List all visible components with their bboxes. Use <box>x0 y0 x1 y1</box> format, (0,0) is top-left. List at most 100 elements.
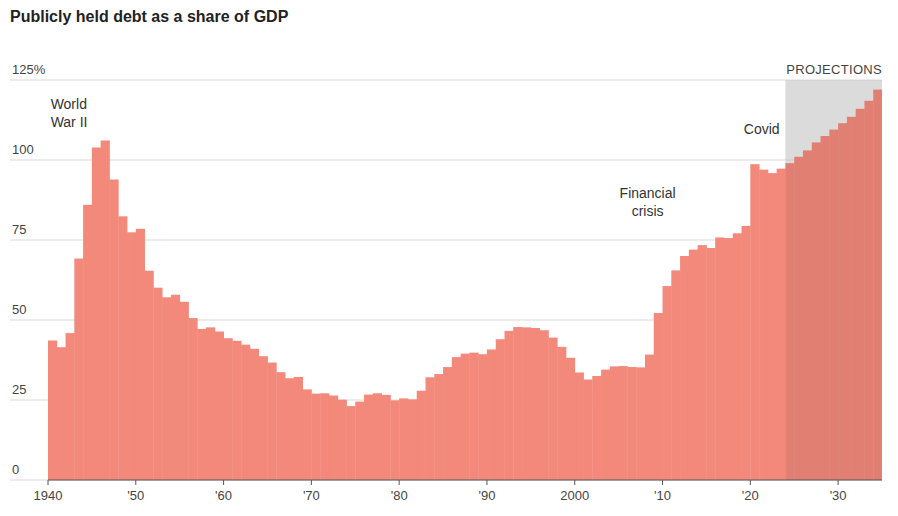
annotation-line: crisis <box>632 203 664 219</box>
y-tick-label: 0 <box>12 462 19 477</box>
bar <box>382 395 391 480</box>
x-tick-label: '80 <box>391 488 408 503</box>
projection-overlay <box>785 80 882 480</box>
x-tick-label: '90 <box>478 488 495 503</box>
x-tick-label: '60 <box>215 488 232 503</box>
bar <box>303 389 312 480</box>
bar <box>390 400 399 480</box>
bar <box>671 270 680 480</box>
bar <box>417 391 426 480</box>
bar <box>522 327 531 480</box>
bar <box>592 376 601 480</box>
y-tick-label: 50 <box>12 302 26 317</box>
bar <box>513 327 522 480</box>
bar <box>531 328 540 480</box>
y-tick-label: 100 <box>12 142 34 157</box>
grid-line <box>10 160 882 161</box>
x-tick-label: 1940 <box>34 488 63 503</box>
bar <box>645 355 654 480</box>
bar <box>109 180 118 480</box>
x-tick <box>838 480 839 485</box>
bar <box>338 400 347 480</box>
bar <box>575 372 584 480</box>
y-tick-label: 25 <box>12 382 26 397</box>
bar <box>136 229 145 480</box>
chart: Publicly held debt as a share of GDP 0 25 5… <box>0 0 898 516</box>
bar <box>733 233 742 480</box>
bar <box>48 340 57 480</box>
annotation-line: War II <box>51 114 88 130</box>
y-tick-label: 125% <box>12 62 46 77</box>
bar <box>742 226 751 480</box>
x-axis <box>48 480 882 481</box>
bar <box>408 399 417 480</box>
bar <box>680 256 689 480</box>
bar <box>74 259 83 480</box>
bar <box>215 332 224 480</box>
x-tick <box>750 480 751 485</box>
bar <box>267 363 276 480</box>
bar <box>346 406 355 480</box>
bar <box>180 302 189 480</box>
projection-region <box>785 80 882 480</box>
bar <box>399 398 408 480</box>
x-tick <box>223 480 224 485</box>
bar <box>663 286 672 480</box>
bar <box>232 341 241 480</box>
bar <box>355 402 364 480</box>
bar <box>698 245 707 480</box>
bar <box>777 169 786 480</box>
bar <box>224 338 233 480</box>
x-tick-label: '30 <box>830 488 847 503</box>
x-tick-label: '10 <box>654 488 671 503</box>
bar <box>188 318 197 480</box>
annotation: Financialcrisis <box>620 185 676 219</box>
bar <box>425 377 434 480</box>
bar <box>118 216 127 480</box>
bar <box>505 331 514 480</box>
bar <box>206 327 215 480</box>
bar <box>452 357 461 480</box>
bar <box>750 164 759 480</box>
bar <box>276 372 285 480</box>
bar <box>373 393 382 480</box>
x-tick <box>135 480 136 485</box>
bar <box>601 370 610 480</box>
bar <box>487 349 496 480</box>
bar <box>496 339 505 480</box>
bar <box>66 333 75 480</box>
x-tick <box>662 480 663 485</box>
x-tick <box>399 480 400 485</box>
x-tick <box>48 480 49 485</box>
x-tick <box>486 480 487 485</box>
bar <box>759 170 768 480</box>
bar <box>311 394 320 480</box>
bar <box>654 313 663 480</box>
title: Publicly held debt as a share of GDP <box>10 8 289 25</box>
bar <box>689 250 698 480</box>
grid-line <box>10 80 882 81</box>
bar <box>145 271 154 480</box>
bar <box>83 205 92 480</box>
x-tick-label: '70 <box>303 488 320 503</box>
bar <box>320 393 329 480</box>
bar <box>259 356 268 480</box>
bar <box>548 338 557 480</box>
bar <box>364 395 373 480</box>
bar <box>715 237 724 480</box>
grid-line <box>10 480 882 481</box>
annotation-line: World <box>51 96 87 112</box>
bar <box>127 232 136 480</box>
bar <box>434 374 443 480</box>
bar <box>171 295 180 480</box>
bar <box>724 238 733 480</box>
bar <box>285 378 294 480</box>
bar <box>584 380 593 480</box>
bar <box>250 349 259 480</box>
annotation-line: Covid <box>744 121 780 137</box>
bar <box>101 140 110 480</box>
bar <box>329 396 338 480</box>
bar <box>540 330 549 480</box>
x-tick-label: 2000 <box>560 488 589 503</box>
bar <box>636 367 645 480</box>
